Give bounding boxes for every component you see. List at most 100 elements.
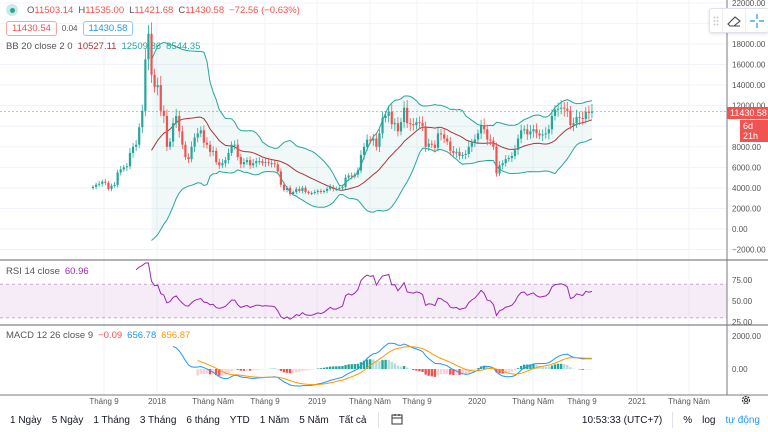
candle-body xyxy=(224,160,227,164)
macd-histogram-bar xyxy=(556,363,560,369)
candle-body xyxy=(329,186,332,189)
rsi-legend[interactable]: RSI 14 close 60.96 xyxy=(6,266,89,277)
macd-histogram-bar xyxy=(248,369,252,371)
bid-ask: 11430.54 0.04 11430.58 xyxy=(6,21,134,36)
candle-body xyxy=(227,152,230,161)
candle-body xyxy=(175,115,178,124)
macd-histogram-bar xyxy=(449,369,452,375)
macd-histogram-bar xyxy=(470,369,474,372)
price-axis-label: 8000.00 xyxy=(732,143,761,152)
goto-date-icon[interactable] xyxy=(391,413,403,428)
low-value: 11421.68 xyxy=(134,4,174,16)
time-axis-label: Tháng Năm xyxy=(192,397,234,406)
eraser-icon[interactable] xyxy=(721,9,745,32)
range-all-button[interactable]: Tất cả xyxy=(338,414,367,426)
candle-body xyxy=(381,117,384,134)
log-scale-toggle[interactable]: log xyxy=(702,414,716,426)
range-3m-button[interactable]: 3 Tháng xyxy=(139,414,177,426)
macd-histogram-bar xyxy=(405,367,409,369)
candle-body xyxy=(245,160,249,163)
macd-histogram-bar xyxy=(553,364,557,369)
candle-body xyxy=(362,146,366,155)
candle-body xyxy=(464,153,467,155)
candle-body xyxy=(159,85,162,111)
candle-body xyxy=(208,144,212,152)
candle-body xyxy=(461,154,464,157)
range-1m-button[interactable]: 1 Tháng xyxy=(93,414,130,426)
candle-body xyxy=(384,115,387,118)
candle-body xyxy=(553,109,557,116)
candle-body xyxy=(418,122,421,124)
bb-legend[interactable]: BB 20 close 2 0 10527.11 12509.86 8544.3… xyxy=(6,41,200,52)
candle-body xyxy=(526,129,529,135)
candle-body xyxy=(239,157,242,165)
buy-price-button[interactable]: 11430.58 xyxy=(82,21,134,36)
spread-value: 0.04 xyxy=(61,24,78,33)
macd-histogram-bar xyxy=(328,366,332,369)
crosshair-icon[interactable] xyxy=(744,9,768,32)
clock-timezone[interactable]: 10:53:33 (UTC+7) xyxy=(581,414,663,426)
rsi-band xyxy=(0,284,727,318)
macd-histogram-bar xyxy=(446,369,449,374)
macd-axis-label: 0.00 xyxy=(732,365,748,374)
time-axis-label: Tháng 9 xyxy=(89,397,119,406)
settings-gear-icon[interactable] xyxy=(741,395,751,405)
candle-body xyxy=(212,150,215,152)
candle-body xyxy=(255,161,258,164)
candle-body xyxy=(119,169,122,173)
drag-handle-icon[interactable] xyxy=(710,9,722,32)
candle-body xyxy=(498,165,501,174)
rsi-label: RSI 14 close xyxy=(6,266,60,277)
candle-body xyxy=(439,133,443,135)
candle-body xyxy=(584,111,587,120)
macd-histogram-bar xyxy=(378,361,381,369)
candle-body xyxy=(520,130,523,139)
range-ytd-button[interactable]: YTD xyxy=(229,414,250,426)
percent-scale-toggle[interactable]: % xyxy=(683,414,693,426)
drawing-toolbar xyxy=(709,8,768,33)
rsi-value: 60.96 xyxy=(64,266,89,277)
candle-body xyxy=(230,144,233,153)
candle-body xyxy=(415,122,418,126)
candle-body xyxy=(332,186,335,189)
macd-histogram-bar xyxy=(510,369,514,372)
time-axis-label: Tháng 9 xyxy=(250,397,280,406)
candle-body xyxy=(473,139,477,143)
candle-body xyxy=(316,190,319,192)
macd-histogram-bar xyxy=(282,369,286,373)
candle-body xyxy=(282,184,286,190)
candle-body xyxy=(289,187,292,195)
macd-histogram-bar xyxy=(307,369,310,371)
macd-axis-label: 2000.00 xyxy=(732,332,761,341)
candle-body xyxy=(310,193,313,195)
candle-body xyxy=(467,146,470,154)
range-1y-button[interactable]: 1 Năm xyxy=(259,414,290,426)
candle-body xyxy=(375,138,378,147)
macd-histogram-bar xyxy=(436,369,440,376)
candle-body xyxy=(535,129,538,134)
candle-body xyxy=(476,133,480,140)
auto-scale-toggle[interactable]: tự động xyxy=(725,414,761,426)
candle-body xyxy=(492,140,495,147)
bar-countdown-tag: 6d 21h xyxy=(740,120,768,142)
sell-price-button[interactable]: 11430.54 xyxy=(6,21,57,36)
range-1d-button[interactable]: 1 Ngày xyxy=(10,414,42,426)
candle-body xyxy=(341,186,344,188)
candle-body xyxy=(153,74,156,88)
candle-body xyxy=(267,162,270,164)
candle-body xyxy=(215,150,218,163)
close-label: C xyxy=(178,4,186,16)
macd-legend[interactable]: MACD 12 26 close 9 −0.09 656.78 656.87 xyxy=(6,330,190,341)
macd-histogram-bar xyxy=(424,369,427,375)
chart-canvas[interactable]: 22000.0020000.0018000.0016000.0014000.00… xyxy=(0,0,768,408)
candle-body xyxy=(347,175,350,178)
candle-body xyxy=(141,110,144,128)
range-5d-button[interactable]: 5 Ngày xyxy=(51,414,84,426)
macd-histogram-bar xyxy=(258,369,261,370)
candle-body xyxy=(199,130,202,134)
macd-histogram-bar xyxy=(335,366,338,369)
range-5y-button[interactable]: 5 Năm xyxy=(299,414,329,426)
macd-histogram-bar xyxy=(224,369,227,375)
range-6m-button[interactable]: 6 tháng xyxy=(186,414,220,426)
candle-body xyxy=(101,181,104,184)
